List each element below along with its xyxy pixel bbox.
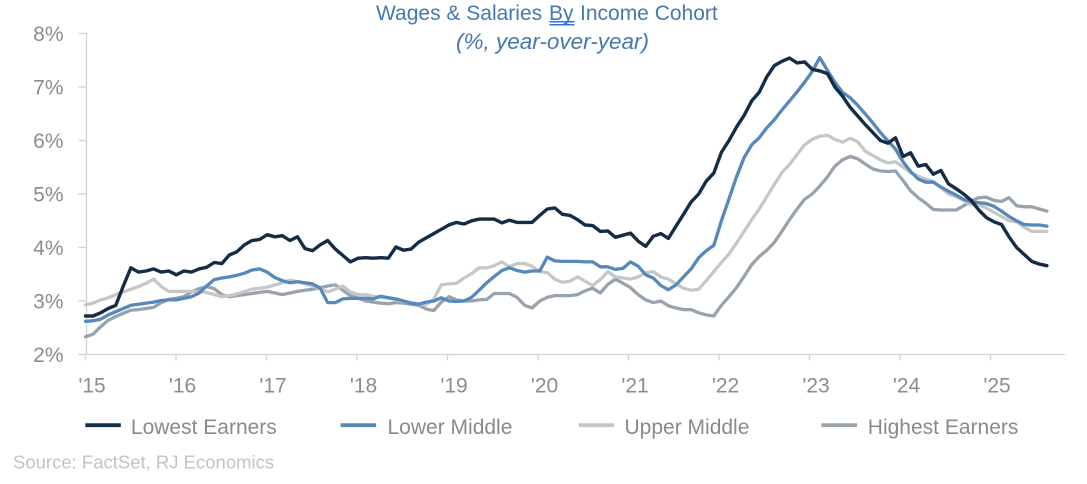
svg-text:Upper Middle: Upper Middle xyxy=(625,416,750,439)
svg-text:8%: 8% xyxy=(33,23,63,46)
svg-text:Highest Earners: Highest Earners xyxy=(868,416,1019,439)
svg-text:'22: '22 xyxy=(712,375,739,398)
svg-text:'19: '19 xyxy=(440,375,467,398)
svg-text:2%: 2% xyxy=(33,344,63,367)
svg-text:7%: 7% xyxy=(33,77,63,100)
svg-text:'24: '24 xyxy=(893,375,921,398)
svg-text:'23: '23 xyxy=(802,375,829,398)
svg-text:6%: 6% xyxy=(33,130,63,153)
svg-text:5%: 5% xyxy=(33,184,63,207)
svg-text:'18: '18 xyxy=(350,375,377,398)
svg-text:Source: FactSet, RJ Economics: Source: FactSet, RJ Economics xyxy=(13,452,274,473)
svg-text:Lower Middle: Lower Middle xyxy=(388,416,513,439)
svg-text:(%, year-over-year): (%, year-over-year) xyxy=(456,29,649,54)
svg-text:'25: '25 xyxy=(983,375,1010,398)
svg-text:3%: 3% xyxy=(33,291,63,314)
svg-text:Lowest Earners: Lowest Earners xyxy=(131,416,277,439)
svg-text:Income Cohort: Income Cohort xyxy=(580,2,718,25)
svg-text:'16: '16 xyxy=(169,375,196,398)
svg-text:4%: 4% xyxy=(33,237,63,260)
svg-text:'21: '21 xyxy=(621,375,648,398)
svg-text:By: By xyxy=(549,2,574,25)
svg-text:Wages & Salaries: Wages & Salaries xyxy=(376,2,542,25)
svg-text:'17: '17 xyxy=(259,375,286,398)
svg-text:'20: '20 xyxy=(531,375,558,398)
svg-text:'15: '15 xyxy=(78,375,105,398)
